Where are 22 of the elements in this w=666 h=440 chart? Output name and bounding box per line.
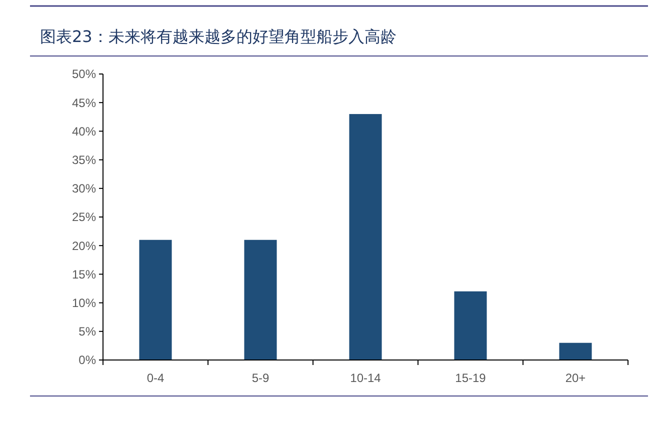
bar [244, 240, 277, 360]
y-tick-label: 25% [72, 210, 96, 224]
bar [454, 291, 487, 360]
y-tick-label: 50% [72, 67, 96, 82]
y-tick-label: 10% [72, 296, 96, 310]
x-tick-label: 15-19 [455, 371, 486, 385]
y-tick-label: 45% [72, 96, 96, 110]
y-tick-label: 15% [72, 267, 96, 282]
y-tick-label: 20% [72, 238, 96, 253]
y-tick-label: 30% [72, 182, 96, 196]
chart-title: 图表23：未来将有越来越多的好望角型船步入高龄 [40, 27, 396, 46]
bar [559, 342, 592, 360]
bar [349, 114, 382, 360]
y-tick-label: 35% [72, 153, 96, 167]
y-tick-label: 0% [78, 353, 96, 368]
bar [139, 240, 172, 360]
x-tick-label: 0-4 [146, 371, 164, 385]
y-tick-label: 40% [72, 124, 96, 138]
y-tick-label: 5% [78, 324, 96, 339]
x-tick-label: 5-9 [252, 371, 270, 385]
x-tick-label: 20+ [565, 371, 586, 385]
x-tick-label: 10-14 [350, 371, 382, 385]
